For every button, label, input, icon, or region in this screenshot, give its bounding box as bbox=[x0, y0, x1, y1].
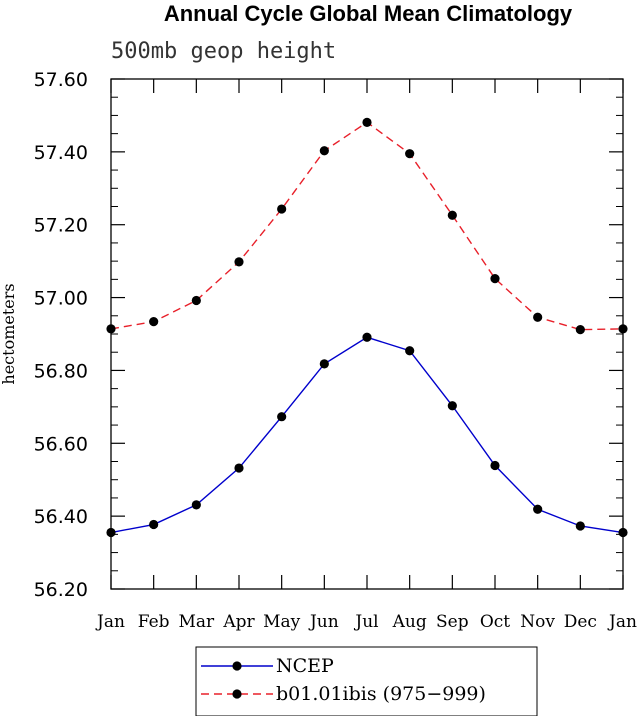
x-tick-label: Dec bbox=[564, 612, 597, 632]
series-line bbox=[110, 121, 624, 331]
data-point bbox=[575, 521, 585, 531]
x-tick-label: Feb bbox=[138, 612, 170, 632]
x-tick-label: Mar bbox=[178, 612, 215, 632]
data-point bbox=[405, 346, 415, 356]
legend-box bbox=[195, 646, 538, 716]
legend-label: b01.01ibis (975−999) bbox=[276, 683, 486, 705]
data-point bbox=[106, 527, 116, 538]
data-point bbox=[362, 332, 372, 342]
data-point bbox=[234, 463, 244, 473]
data-point bbox=[447, 401, 457, 411]
legend-label: NCEP bbox=[276, 655, 334, 677]
chart-title: Annual Cycle Global Mean Climatology bbox=[164, 1, 573, 26]
legend-marker bbox=[232, 689, 242, 699]
y-tick-label: 57.40 bbox=[34, 142, 88, 164]
series-line bbox=[110, 336, 624, 534]
x-tick-label: Jun bbox=[308, 612, 339, 632]
legend-marker bbox=[232, 661, 242, 671]
x-tick-label: May bbox=[263, 612, 301, 632]
data-point bbox=[106, 324, 116, 334]
data-point bbox=[319, 359, 329, 369]
y-tick-label: 56.60 bbox=[34, 433, 88, 455]
data-point bbox=[149, 317, 159, 327]
x-tick-label: Jan bbox=[607, 612, 637, 632]
legend: NCEP b01.01ibis (975−999) bbox=[195, 646, 538, 716]
data-point bbox=[490, 274, 500, 284]
data-point bbox=[575, 325, 585, 335]
series-layer bbox=[106, 117, 628, 538]
y-tick-label: 56.40 bbox=[34, 506, 88, 528]
x-tick-label: Oct bbox=[480, 612, 510, 632]
y-tick-label: 57.00 bbox=[34, 288, 88, 310]
x-tick-label: Sep bbox=[436, 612, 469, 632]
y-tick-label: 57.60 bbox=[34, 69, 88, 91]
data-point bbox=[319, 146, 329, 156]
data-point bbox=[277, 412, 287, 422]
data-point bbox=[191, 295, 201, 306]
data-point bbox=[191, 500, 201, 510]
data-point bbox=[447, 210, 457, 220]
data-point bbox=[405, 149, 415, 159]
data-point bbox=[234, 257, 244, 267]
x-tick-label: Aug bbox=[392, 612, 427, 632]
chart-subtitle: 500mb geop height bbox=[111, 39, 336, 64]
series-1 bbox=[106, 332, 628, 538]
y-tick-label: 56.20 bbox=[34, 579, 88, 601]
data-point bbox=[362, 117, 372, 127]
data-point bbox=[533, 504, 543, 514]
data-point bbox=[277, 204, 287, 214]
x-tick-label: Apr bbox=[222, 612, 255, 632]
data-point bbox=[533, 312, 543, 322]
data-point bbox=[618, 527, 628, 538]
series-2 bbox=[106, 117, 628, 335]
x-tick-label: Nov bbox=[520, 612, 555, 632]
y-tick-label: 57.20 bbox=[34, 215, 88, 237]
x-tick-label: Jul bbox=[353, 612, 378, 632]
chart-axes: 56.20 56.40 56.60 56.80 57.00 57.20 57.40 57.60… bbox=[34, 69, 637, 632]
y-axis-label: hectometers bbox=[0, 283, 18, 384]
y-tick-label: 56.80 bbox=[34, 360, 88, 382]
x-tick-label: Jan bbox=[95, 612, 125, 632]
data-point bbox=[149, 519, 159, 530]
data-point bbox=[618, 324, 628, 334]
data-point bbox=[490, 460, 500, 471]
